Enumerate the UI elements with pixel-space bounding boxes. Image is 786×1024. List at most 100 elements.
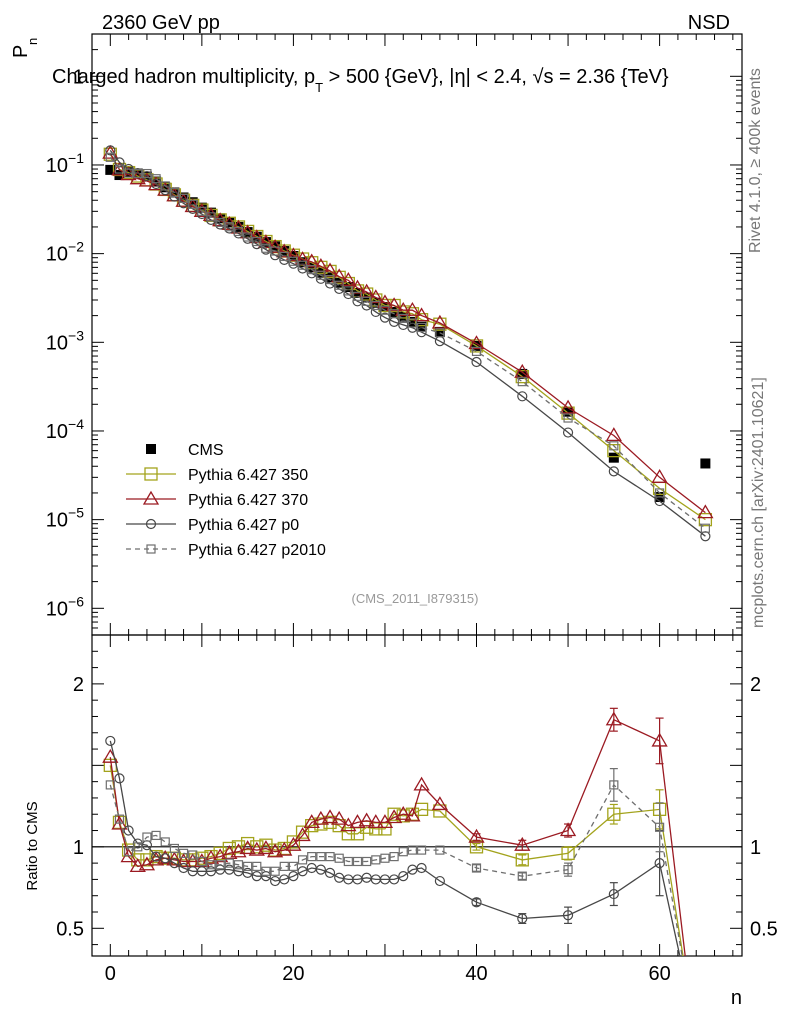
main-y-tick-label-mantissa: 10 — [46, 598, 68, 620]
circle-marker — [608, 888, 619, 900]
small-square-marker — [352, 856, 363, 867]
circle-marker — [324, 867, 336, 878]
main-y-axis-label: P n — [10, 38, 40, 58]
data-point — [105, 164, 116, 175]
main-y-tick-label-mantissa: 10 — [46, 510, 68, 532]
data-point — [315, 267, 326, 278]
triangle-marker — [142, 490, 160, 505]
small-square-marker — [206, 860, 216, 870]
triangle-marker — [376, 294, 394, 309]
small-square-marker — [435, 328, 445, 338]
legend: CMS Pythia 6.427 350 Pythia 6.427 370 Pythi… — [126, 442, 326, 559]
small-square-marker — [197, 206, 207, 216]
main-y-tick-label-mantissa: 10 — [46, 421, 68, 443]
ratio-y-tick-label: 1 — [73, 837, 84, 859]
main-y-tick-label-mantissa: 10 — [46, 155, 68, 177]
main-y-tick-label-exponent: −2 — [68, 239, 84, 255]
circle-marker — [471, 356, 482, 368]
square-marker — [341, 827, 355, 841]
main-y-tick-label-mantissa: 10 — [46, 332, 68, 354]
data-point — [563, 406, 574, 417]
header-right: NSD — [688, 12, 730, 34]
data-point — [608, 452, 619, 463]
triangle-marker — [349, 279, 366, 294]
triangle-marker — [312, 810, 330, 825]
main-y-axis: 10−610−510−410−310−210−11 — [46, 33, 742, 636]
small-square-marker — [169, 843, 179, 854]
small-square-marker — [371, 300, 381, 311]
side-rivet-text: Rivet 4.1.0, ≥ 400k events — [747, 68, 764, 253]
circle-marker — [370, 306, 381, 318]
legend-entry: Pythia 6.427 p2010 — [126, 542, 326, 559]
circle-marker — [389, 874, 400, 885]
triangle-marker — [404, 807, 421, 822]
ratio-y-tick-label-right: 2 — [750, 674, 761, 696]
square-marker — [433, 317, 447, 331]
circle-marker — [700, 531, 711, 542]
circle-marker — [608, 466, 619, 477]
small-square-marker — [471, 346, 482, 356]
circle-marker — [145, 518, 157, 530]
side-mcplots-text: mcplots.cern.ch [arXiv:2401.10621] — [750, 377, 767, 628]
small-square-marker — [151, 174, 161, 184]
data-point — [187, 197, 198, 208]
small-square-marker — [243, 232, 253, 242]
square-marker — [103, 147, 117, 161]
circle-marker — [279, 874, 290, 885]
small-square-marker — [416, 845, 427, 855]
chart-title-post: = 2.36 {TeV} — [553, 66, 668, 88]
small-square-marker — [389, 309, 399, 319]
triangle-marker — [358, 812, 375, 827]
data-point — [146, 444, 156, 454]
circle-marker — [398, 319, 409, 331]
main-y-tick-label-exponent: −1 — [68, 150, 84, 166]
small-square-marker — [169, 187, 179, 198]
triangle-marker — [413, 776, 430, 791]
chart-title: Charged hadron multiplicity, pT > 500 {G… — [52, 66, 669, 95]
triangle-marker — [605, 711, 622, 726]
chart-title-sub: T — [315, 80, 323, 95]
small-square-marker — [224, 222, 234, 232]
triangle-marker — [248, 841, 265, 856]
legend-entry: Pythia 6.427 350 — [126, 467, 308, 484]
small-square-marker — [407, 318, 418, 328]
small-square-marker — [270, 246, 280, 256]
square-marker — [286, 835, 301, 849]
x-tick-label: 60 — [648, 963, 670, 985]
circle-marker — [416, 862, 427, 874]
main-y-tick-label-exponent: −3 — [68, 327, 84, 343]
circle-marker — [105, 145, 116, 156]
small-square-marker — [307, 265, 317, 275]
ratio-y-tick-label-right: 0.5 — [750, 918, 778, 940]
main-y-tick-label-exponent: −5 — [68, 505, 84, 521]
circle-marker — [178, 198, 189, 209]
triangle-marker — [559, 822, 577, 837]
triangle-marker — [266, 843, 284, 858]
small-square-marker — [114, 814, 125, 824]
circle-marker — [169, 858, 180, 869]
data-point — [407, 316, 418, 327]
circle-marker — [288, 871, 299, 882]
main-series-square-open-dashed — [105, 152, 710, 533]
triangle-marker — [276, 243, 293, 258]
triangle-marker — [257, 234, 275, 249]
small-square-marker — [160, 837, 170, 847]
main-y-tick-label: 1 — [73, 66, 84, 88]
small-square-marker — [380, 853, 390, 863]
triangle-marker — [605, 427, 622, 442]
small-square-marker — [362, 296, 372, 306]
small-square-marker — [142, 168, 152, 179]
data-point — [297, 257, 308, 268]
x-axis: 0 20 40 60 — [105, 34, 734, 985]
triangle-marker — [248, 229, 265, 244]
small-square-marker — [114, 164, 125, 174]
small-square-marker — [380, 305, 390, 315]
square-marker — [195, 851, 209, 865]
circle-marker — [416, 327, 427, 338]
triangle-marker — [285, 247, 302, 262]
square-marker — [561, 846, 575, 860]
x-axis-label: n — [731, 987, 742, 1009]
square-marker — [387, 807, 401, 821]
small-square-marker — [133, 842, 143, 852]
circle-marker — [114, 157, 125, 168]
